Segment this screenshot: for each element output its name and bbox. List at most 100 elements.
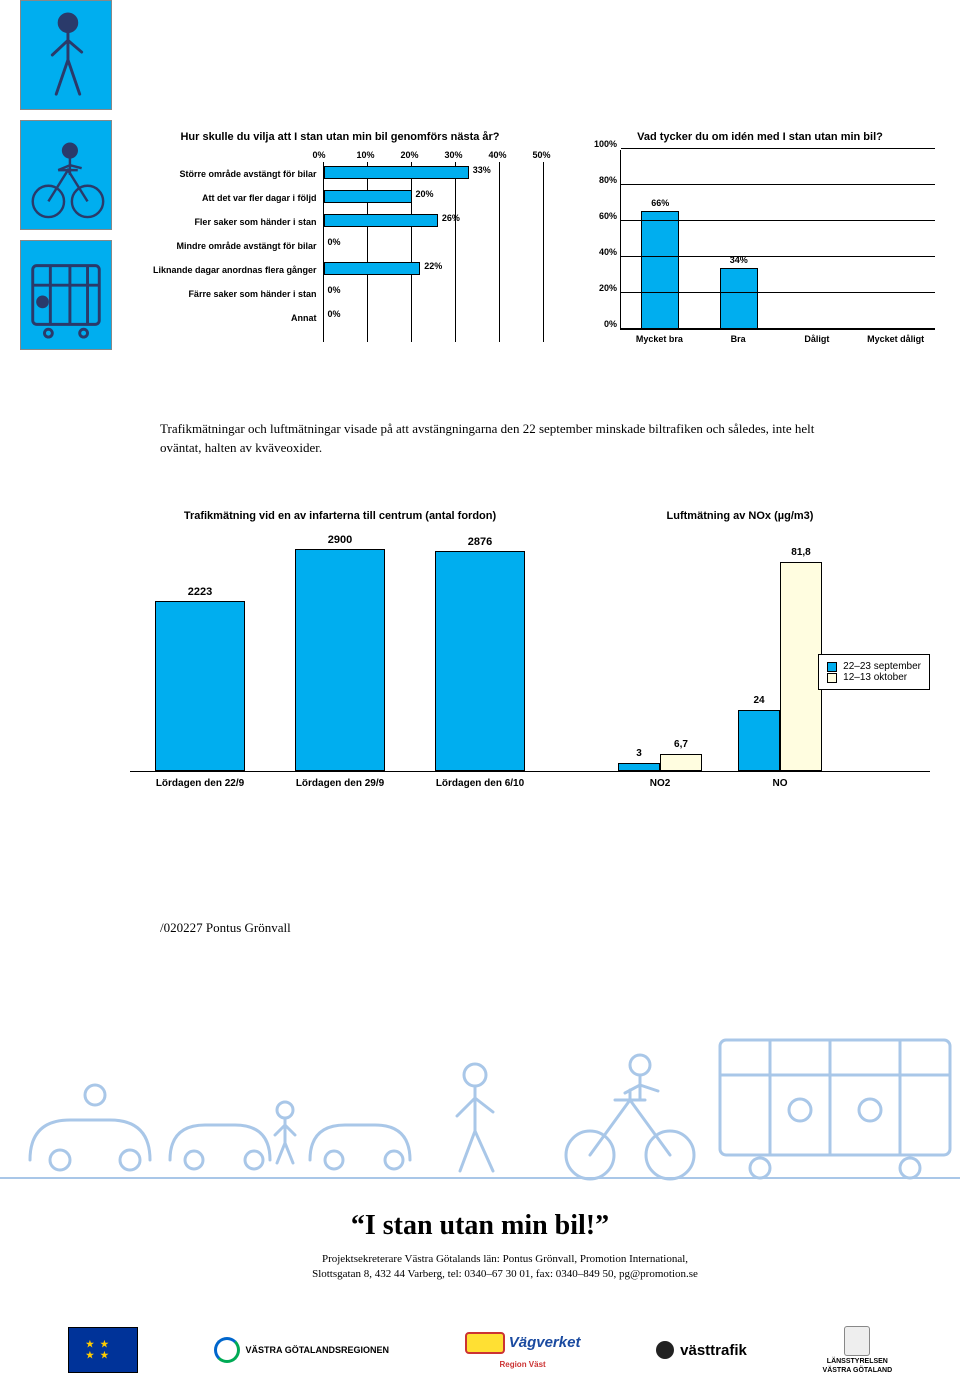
chart1-row: Liknande dagar anordnas flera gånger 22% [138,258,543,282]
chart2-xlabel: Dåligt [782,334,852,344]
chart1-xaxis [323,150,543,162]
chart2-block: Vad tycker du om idén med I stan utan mi… [580,130,940,344]
top-charts-row: Hur skulle du vilja att I stan utan min … [130,130,940,344]
side-illustration-cyclist [20,120,112,230]
chart1-row-label: Annat [138,313,323,323]
chart3-value-label: 2223 [156,586,244,598]
chart2-ytick: 20% [599,283,617,293]
chart4-value-label: 3 [619,748,659,759]
chart4-value-label: 81,8 [781,547,821,558]
chart3-title: Trafikmätning vid en av infarterna till … [130,510,550,522]
chart4-xlabel: NO [730,778,830,789]
chart4-value-label: 6,7 [661,739,701,750]
chart4-bar: 24 [738,710,780,771]
logos-row: VÄSTRA GÖTALANDSREGIONEN Vägverket Regio… [0,1318,960,1382]
chart2-ytick: 40% [599,247,617,257]
chart1-row: Att det var fler dagar i följd20% [138,186,543,210]
side-illustration-walker [20,0,112,110]
chart2-ytick: 80% [599,175,617,185]
chart1-value-label: 20% [416,189,434,199]
chart1-row: Större område avstängt för bilar 33% [138,162,543,186]
chart2-xlabel: Mycket dåligt [861,334,931,344]
chart3-xlabel: Lördagen den 29/9 [280,778,400,789]
chart4-xlabel: NO2 [610,778,710,789]
chart3-value-label: 2900 [296,534,384,546]
chart1-value-label: 22% [424,261,442,271]
chart4-bar: 81,8 [780,562,822,771]
chart4-bars: 36,72481,8 [600,542,840,771]
chart1-value-label: 0% [328,285,341,295]
chart2-bar-col: 66% [641,211,679,330]
chart4-legend: 22–23 september12–13 oktober [818,654,930,690]
chart1-row: Färre saker som händer i stan 0% [138,282,543,306]
chart3-bar: 2223 [155,601,245,771]
legend-row: 12–13 oktober [827,672,921,683]
legend-label: 22–23 september [843,661,921,672]
chart2-ytick: 0% [604,319,617,329]
logo-lansstyrelsen: LÄNSSTYRELSEN VÄSTRA GÖTALAND [823,1326,893,1374]
chart1-bar [324,166,469,179]
credit-line1: Projektsekreterare Västra Götalands län:… [322,1253,688,1265]
legend-label: 12–13 oktober [843,672,907,683]
chart4-value-label: 24 [739,695,779,706]
chart1-row-label: Mindre område avstängt för bilar [138,241,323,251]
signature-line: /020227 Pontus Grönvall [160,920,291,936]
chart1-block: Hur skulle du vilja att I stan utan min … [130,130,550,344]
chart1-value-label: 26% [442,213,460,223]
chart2-ytick: 100% [594,139,617,149]
chart4-bar: 3 [618,763,660,771]
chart1-row-label: Liknande dagar anordnas flera gånger [138,265,323,275]
chart1-value-label: 33% [473,165,491,175]
chart2-xlabel: Mycket bra [624,334,694,344]
chart3-value-label: 2876 [436,536,524,548]
chart1-plot: Större område avstängt för bilar 33% Att d… [138,162,543,342]
chart3-bar: 2876 [435,551,525,771]
slogan-text: “I stan utan min bil!” [0,1210,960,1242]
bottom-illustration [0,990,960,1200]
chart1-row: Fler saker som händer i stan 26% [138,210,543,234]
chart3-xlabel: Lördagen den 22/9 [140,778,260,789]
chart1-row-label: Större område avstängt för bilar [138,169,323,179]
chart1-value-label: 0% [328,309,341,319]
chart2-bar: 66% [641,211,679,330]
chart2-xaxis: Mycket bra Bra Dåligt Mycket dåligt [620,334,935,344]
chart2-bar-col: 34% [720,268,758,329]
chart4-group: 36,7 [618,754,702,771]
chart2-value-label: 66% [642,198,678,208]
logo-eu [68,1327,138,1373]
chart1-row-label: Färre saker som händer i stan [138,289,323,299]
mid-charts-row: Trafikmätning vid en av infarterna till … [130,510,930,789]
chart2-title: Vad tycker du om idén med I stan utan mi… [637,130,883,144]
chart2-ytick: 60% [599,211,617,221]
chart2-plot: 0%20%40%60%80%100% 66%34% [620,150,935,330]
side-illustration-tram [20,240,112,350]
mid-plot: 222329002876 36,72481,8 22–23 september1… [130,542,930,772]
chart4-xaxis: NO2 NO [600,778,840,789]
chart1-row-label: Fler saker som händer i stan [138,217,323,227]
chart2-bar: 34% [720,268,758,329]
credit-text: Projektsekreterare Västra Götalands län:… [150,1252,860,1283]
logo-vagverket: Vägverket Region Väst [465,1332,581,1369]
body-paragraph: Trafikmätningar och luftmätningar visade… [160,420,840,458]
chart1-row: Mindre område avstängt för bilar 0% [138,234,543,258]
chart1-bar [324,214,438,227]
chart3-bars: 2223 2900 2876 [130,542,550,771]
legend-row: 22–23 september [827,661,921,672]
chart1-value-label: 0% [328,237,341,247]
chart1-row: Annat 0% [138,306,543,330]
chart2-xlabel: Bra [703,334,773,344]
chart1-bar [324,190,412,203]
chart4-title: Luftmätning av NOx (µg/m3) [550,510,930,522]
chart3-xaxis: Lördagen den 22/9 Lördagen den 29/9 Lördag… [130,778,550,789]
legend-swatch [827,662,837,672]
legend-swatch [827,673,837,683]
chart1-title: Hur skulle du vilja att I stan utan min … [180,130,499,144]
chart3-bar: 2900 [295,549,385,771]
logo-vasttrafik: västtrafik [656,1341,747,1359]
chart4-bar: 6,7 [660,754,702,771]
chart1-bar [324,262,421,275]
credit-line2: Slottsgatan 8, 432 44 Varberg, tel: 0340… [312,1268,698,1280]
chart4-group: 2481,8 [738,562,822,771]
logo-vgregion: VÄSTRA GÖTALANDSREGIONEN [214,1337,390,1363]
chart3-xlabel: Lördagen den 6/10 [420,778,540,789]
